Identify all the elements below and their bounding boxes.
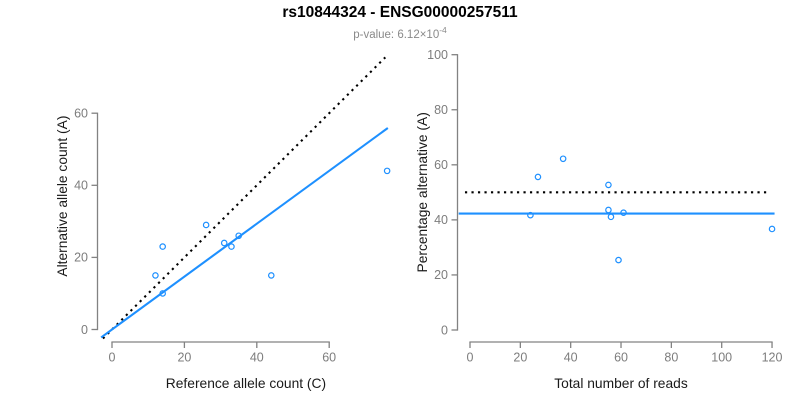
y-axis-title: Alternative allele count (A) <box>55 116 70 277</box>
percentage-vs-reads-scatter: 0 20 40 60 80 100 120 0 20 40 60 80 100 Total number … <box>415 48 783 391</box>
y-axis-title: Percentage alternative (A) <box>415 112 430 272</box>
y-tick-label: 20 <box>74 251 88 265</box>
data-point <box>228 243 235 250</box>
x-tick-label: 100 <box>711 351 732 365</box>
y-tick-label: 80 <box>434 103 448 117</box>
x-tick-label: 60 <box>614 351 628 365</box>
data-point <box>605 206 612 214</box>
y-tick-label: 60 <box>434 158 448 172</box>
x-tick-label: 40 <box>564 351 578 365</box>
p-value-exponent: -4 <box>439 25 447 35</box>
allele-counts-scatter: 0 20 40 60 0 20 40 60 Reference allele count (C)… <box>55 56 391 391</box>
y-tick-label: 20 <box>434 268 448 282</box>
y-tick-label: 0 <box>441 323 448 337</box>
x-tick-label: 20 <box>513 351 527 365</box>
page-title: rs10844324 - ENSG00000257511 <box>282 4 518 21</box>
x-tick-label: 0 <box>467 351 474 365</box>
data-point <box>607 213 615 221</box>
regression-line <box>100 127 389 339</box>
data-point <box>527 211 534 219</box>
x-tick-label: 0 <box>109 351 116 365</box>
data-point <box>202 221 210 229</box>
data-point <box>605 181 612 189</box>
x-tick-label: 120 <box>762 351 783 365</box>
p-value-subtitle: p-value: 6.12×10-4 <box>0 25 800 41</box>
data-point <box>620 209 627 217</box>
x-axis-title: Total number of reads <box>554 376 688 391</box>
data-point <box>615 256 622 264</box>
data-point <box>152 272 159 279</box>
x-tick-label: 20 <box>177 351 191 365</box>
x-tick-label: 80 <box>664 351 678 365</box>
identity-dotted-line <box>102 56 387 340</box>
y-tick-label: 0 <box>81 323 88 337</box>
x-axis-title: Reference allele count (C) <box>166 376 326 391</box>
data-point <box>534 173 542 181</box>
data-point <box>235 232 243 240</box>
y-tick-label: 40 <box>74 179 88 193</box>
data-point <box>159 243 166 250</box>
data-point <box>220 239 228 247</box>
y-tick-label: 40 <box>434 213 448 227</box>
x-tick-label: 40 <box>250 351 264 365</box>
data-point <box>383 167 391 175</box>
y-tick-label: 60 <box>74 107 88 121</box>
data-point <box>159 290 166 297</box>
data-point <box>559 155 567 163</box>
data-point <box>768 225 776 233</box>
y-tick-label: 100 <box>427 48 448 62</box>
x-tick-label: 60 <box>322 351 336 365</box>
data-point <box>267 272 275 279</box>
p-value-text: p-value: 6.12×10 <box>353 28 440 41</box>
